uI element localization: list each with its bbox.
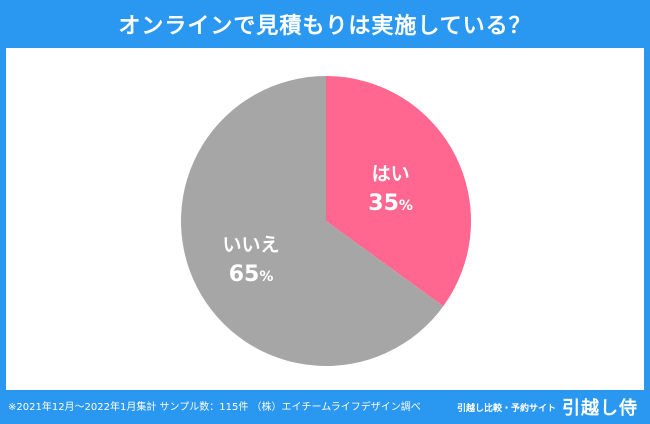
- slice-label-no: いいえ: [223, 234, 280, 256]
- brand-logo: 引越し侍: [562, 398, 638, 419]
- chart-panel: はい 35% いいえ 65%: [6, 48, 644, 390]
- chart-title: オンラインで見積もりは実施している？: [118, 14, 532, 39]
- slice-value-no: 65%: [229, 262, 274, 287]
- pie-slice-yes: [326, 76, 471, 307]
- brand-tagline: 引越し比較・予約サイト: [456, 403, 556, 414]
- pie-slice-no: [180, 76, 444, 366]
- brand-footer: 引越し比較・予約サイト 引越し侍: [457, 393, 638, 421]
- survey-note: ※2021年12月〜2022年1月集計 サンプル数：115件 （株）エイチームラ…: [8, 402, 421, 413]
- slice-label-yes: はい: [372, 163, 410, 185]
- slice-value-yes: 35%: [368, 191, 413, 216]
- pie-chart: はい 35% いいえ 65%: [180, 76, 471, 366]
